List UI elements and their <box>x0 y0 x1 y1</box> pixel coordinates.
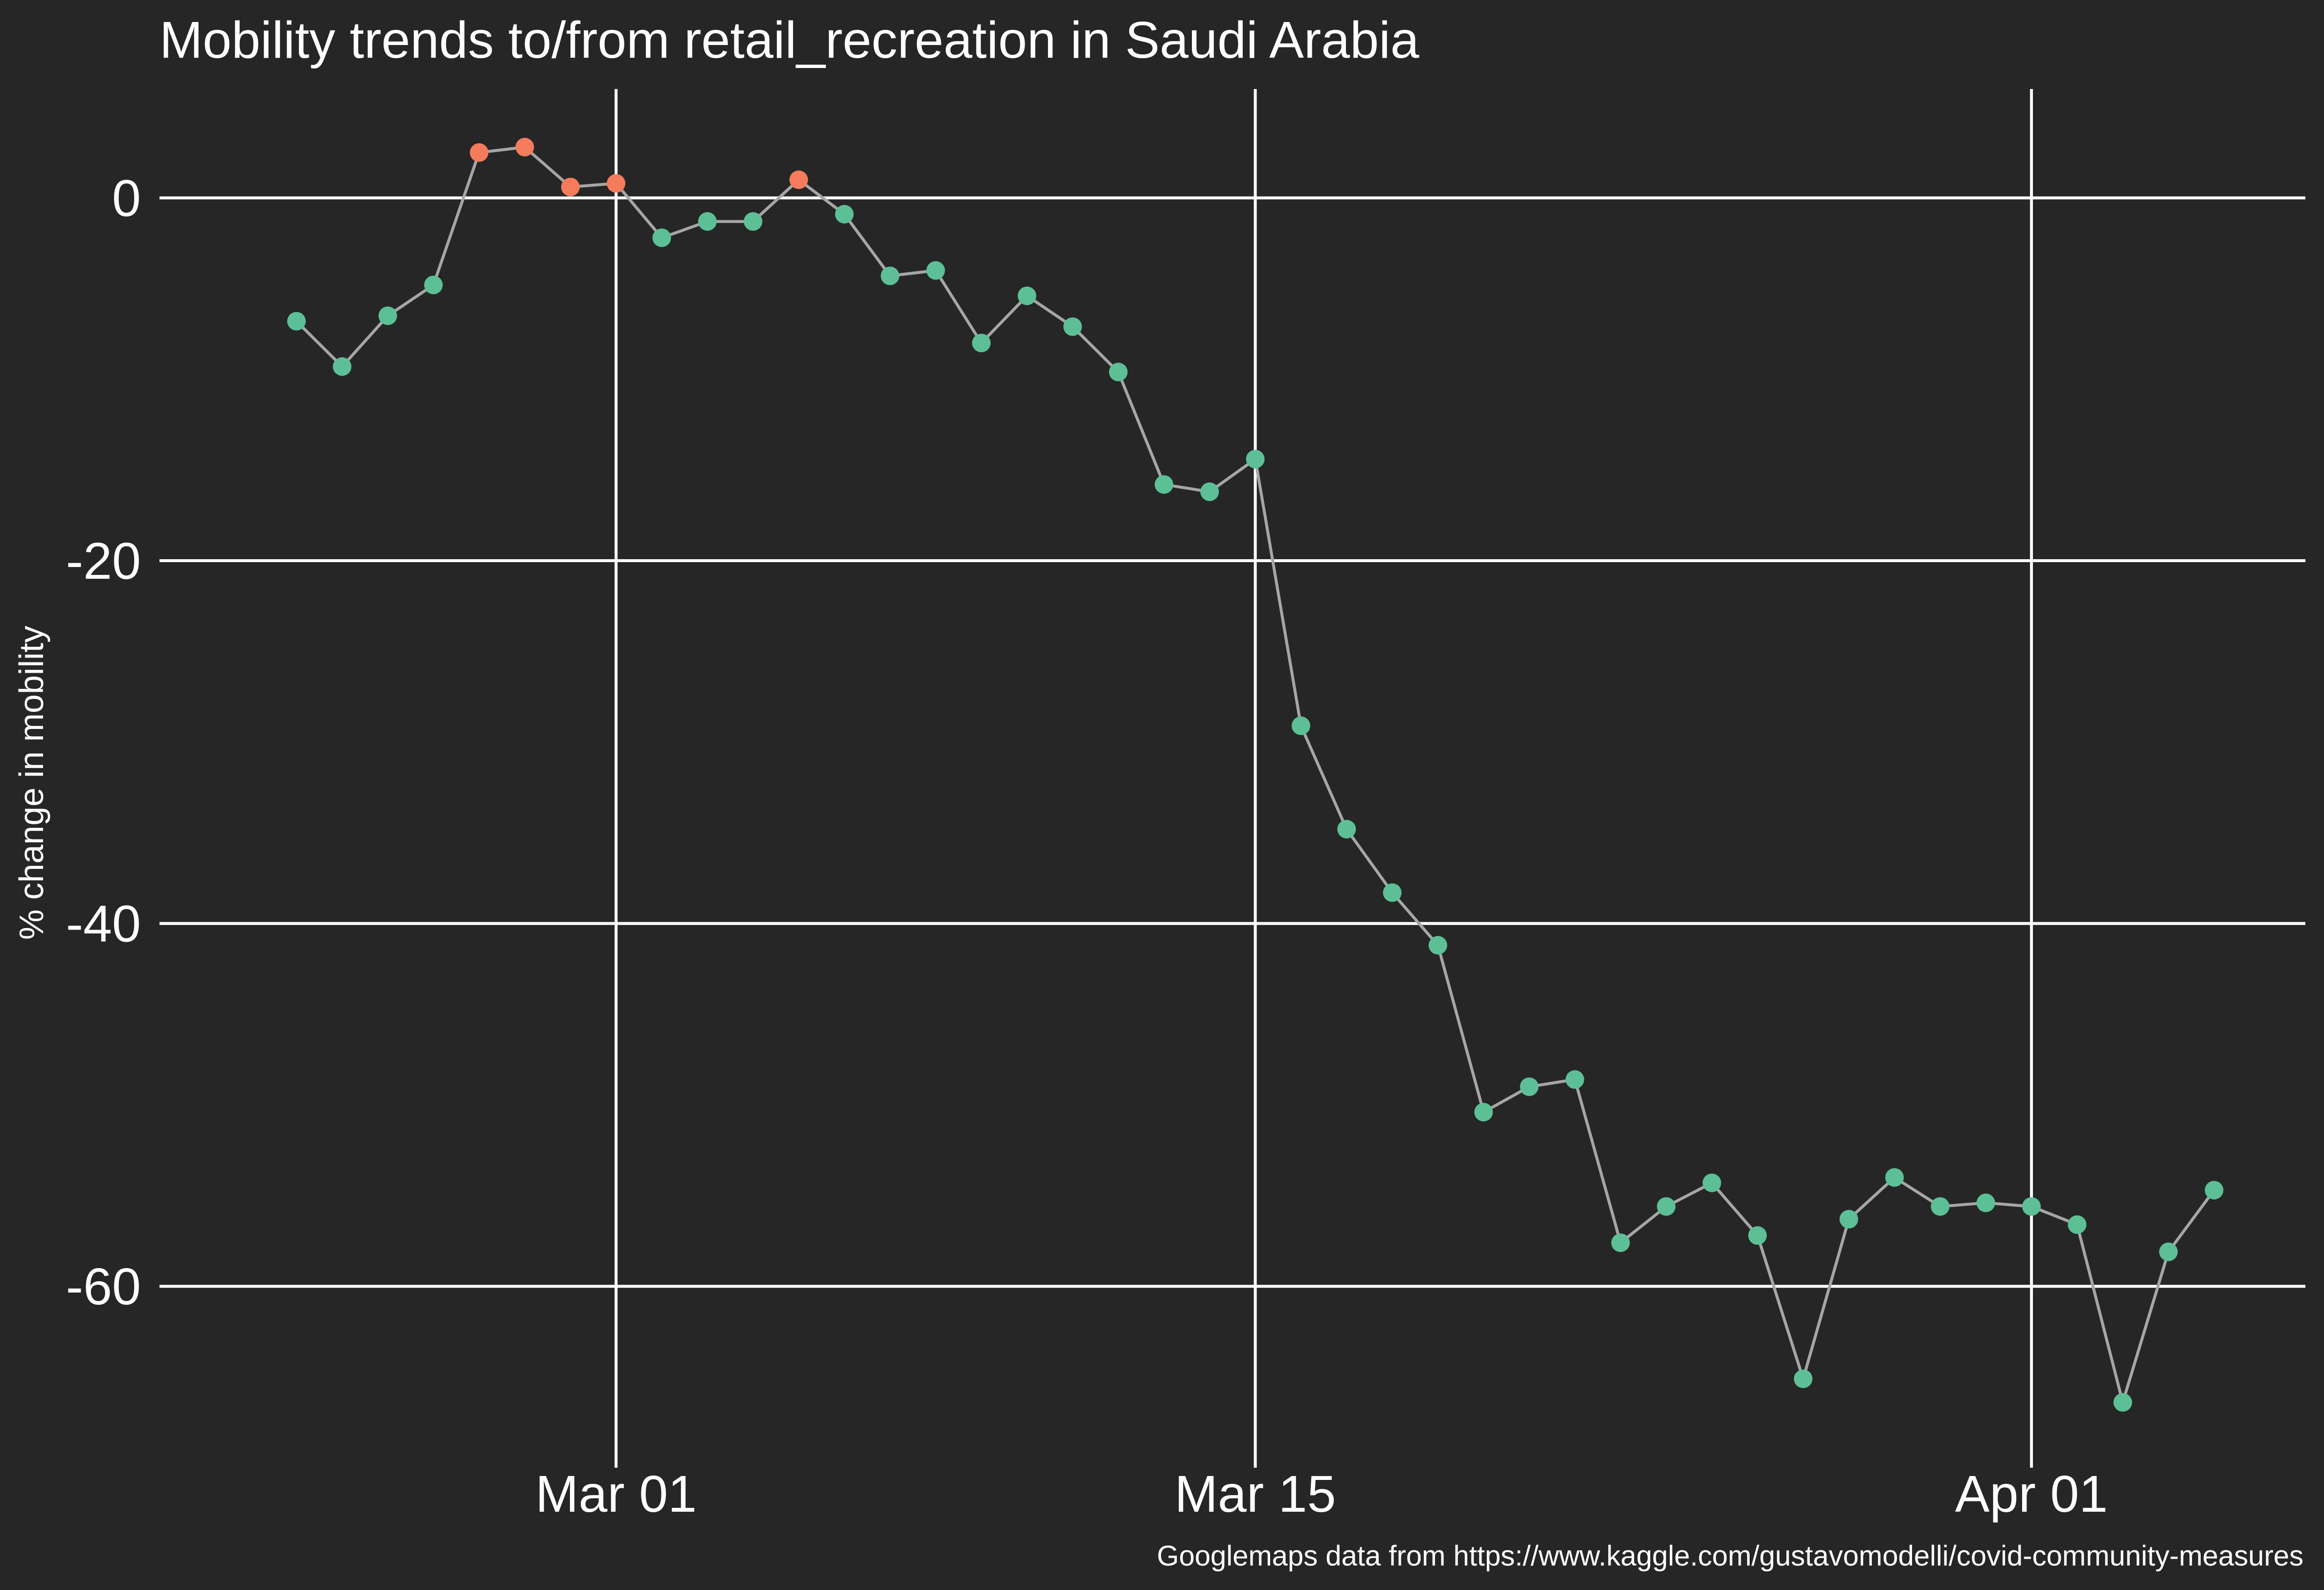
data-point <box>1885 1168 1904 1187</box>
data-point <box>1337 819 1356 839</box>
data-point <box>2022 1197 2041 1216</box>
data-point <box>1383 883 1402 902</box>
data-point <box>835 204 854 224</box>
data-point <box>744 212 763 231</box>
data-point <box>378 306 397 325</box>
data-point <box>881 266 900 285</box>
data-point <box>1839 1210 1858 1229</box>
data-point <box>1018 286 1037 305</box>
data-point <box>1657 1197 1676 1216</box>
x-tick-label: Mar 01 <box>535 1465 697 1523</box>
data-point <box>515 137 534 157</box>
data-point <box>607 174 626 193</box>
data-point <box>1063 317 1082 336</box>
tick-labels-layer: 0 -20 -40 -60 Mar 01 Mar 15 Apr 01 <box>66 169 2108 1523</box>
data-point <box>1291 716 1310 735</box>
data-point <box>1748 1226 1767 1245</box>
y-axis-title: % change in mobility <box>12 626 50 940</box>
data-point <box>1976 1193 1995 1212</box>
data-point <box>926 261 945 280</box>
data-point <box>1246 450 1265 469</box>
y-tick-label: -20 <box>66 532 141 590</box>
data-point <box>561 178 580 197</box>
data-point <box>972 334 991 353</box>
data-point <box>1565 1070 1584 1089</box>
data-point <box>287 312 306 331</box>
data-point <box>1109 363 1128 382</box>
data-point <box>470 143 489 162</box>
data-point <box>1611 1233 1630 1252</box>
data-point <box>2113 1393 2132 1412</box>
y-tick-label: -40 <box>66 895 141 953</box>
data-point <box>1200 482 1219 501</box>
data-point <box>789 170 808 189</box>
x-tick-label: Mar 15 <box>1175 1465 1336 1523</box>
data-point <box>1428 936 1447 955</box>
grid-layer <box>159 89 2305 1468</box>
data-point <box>1702 1173 1721 1192</box>
y-tick-label: -60 <box>66 1258 141 1316</box>
data-point <box>2159 1242 2178 1261</box>
data-point <box>1931 1197 1950 1216</box>
data-point <box>2068 1215 2087 1234</box>
data-point <box>424 275 443 295</box>
data-points-layer <box>287 137 2224 1412</box>
data-point <box>1155 475 1174 494</box>
data-point <box>2205 1181 2224 1200</box>
chart-title: Mobility trends to/from retail_recreatio… <box>159 11 1419 69</box>
data-point <box>698 212 717 231</box>
data-point <box>1520 1077 1539 1096</box>
data-point <box>333 357 352 376</box>
x-tick-label: Apr 01 <box>1955 1465 2108 1523</box>
data-point <box>1474 1103 1493 1122</box>
data-point <box>1794 1369 1813 1388</box>
chart-caption: Googlemaps data from https://www.kaggle.… <box>1157 1540 2303 1572</box>
data-point <box>652 228 671 248</box>
y-tick-label: 0 <box>112 169 141 227</box>
